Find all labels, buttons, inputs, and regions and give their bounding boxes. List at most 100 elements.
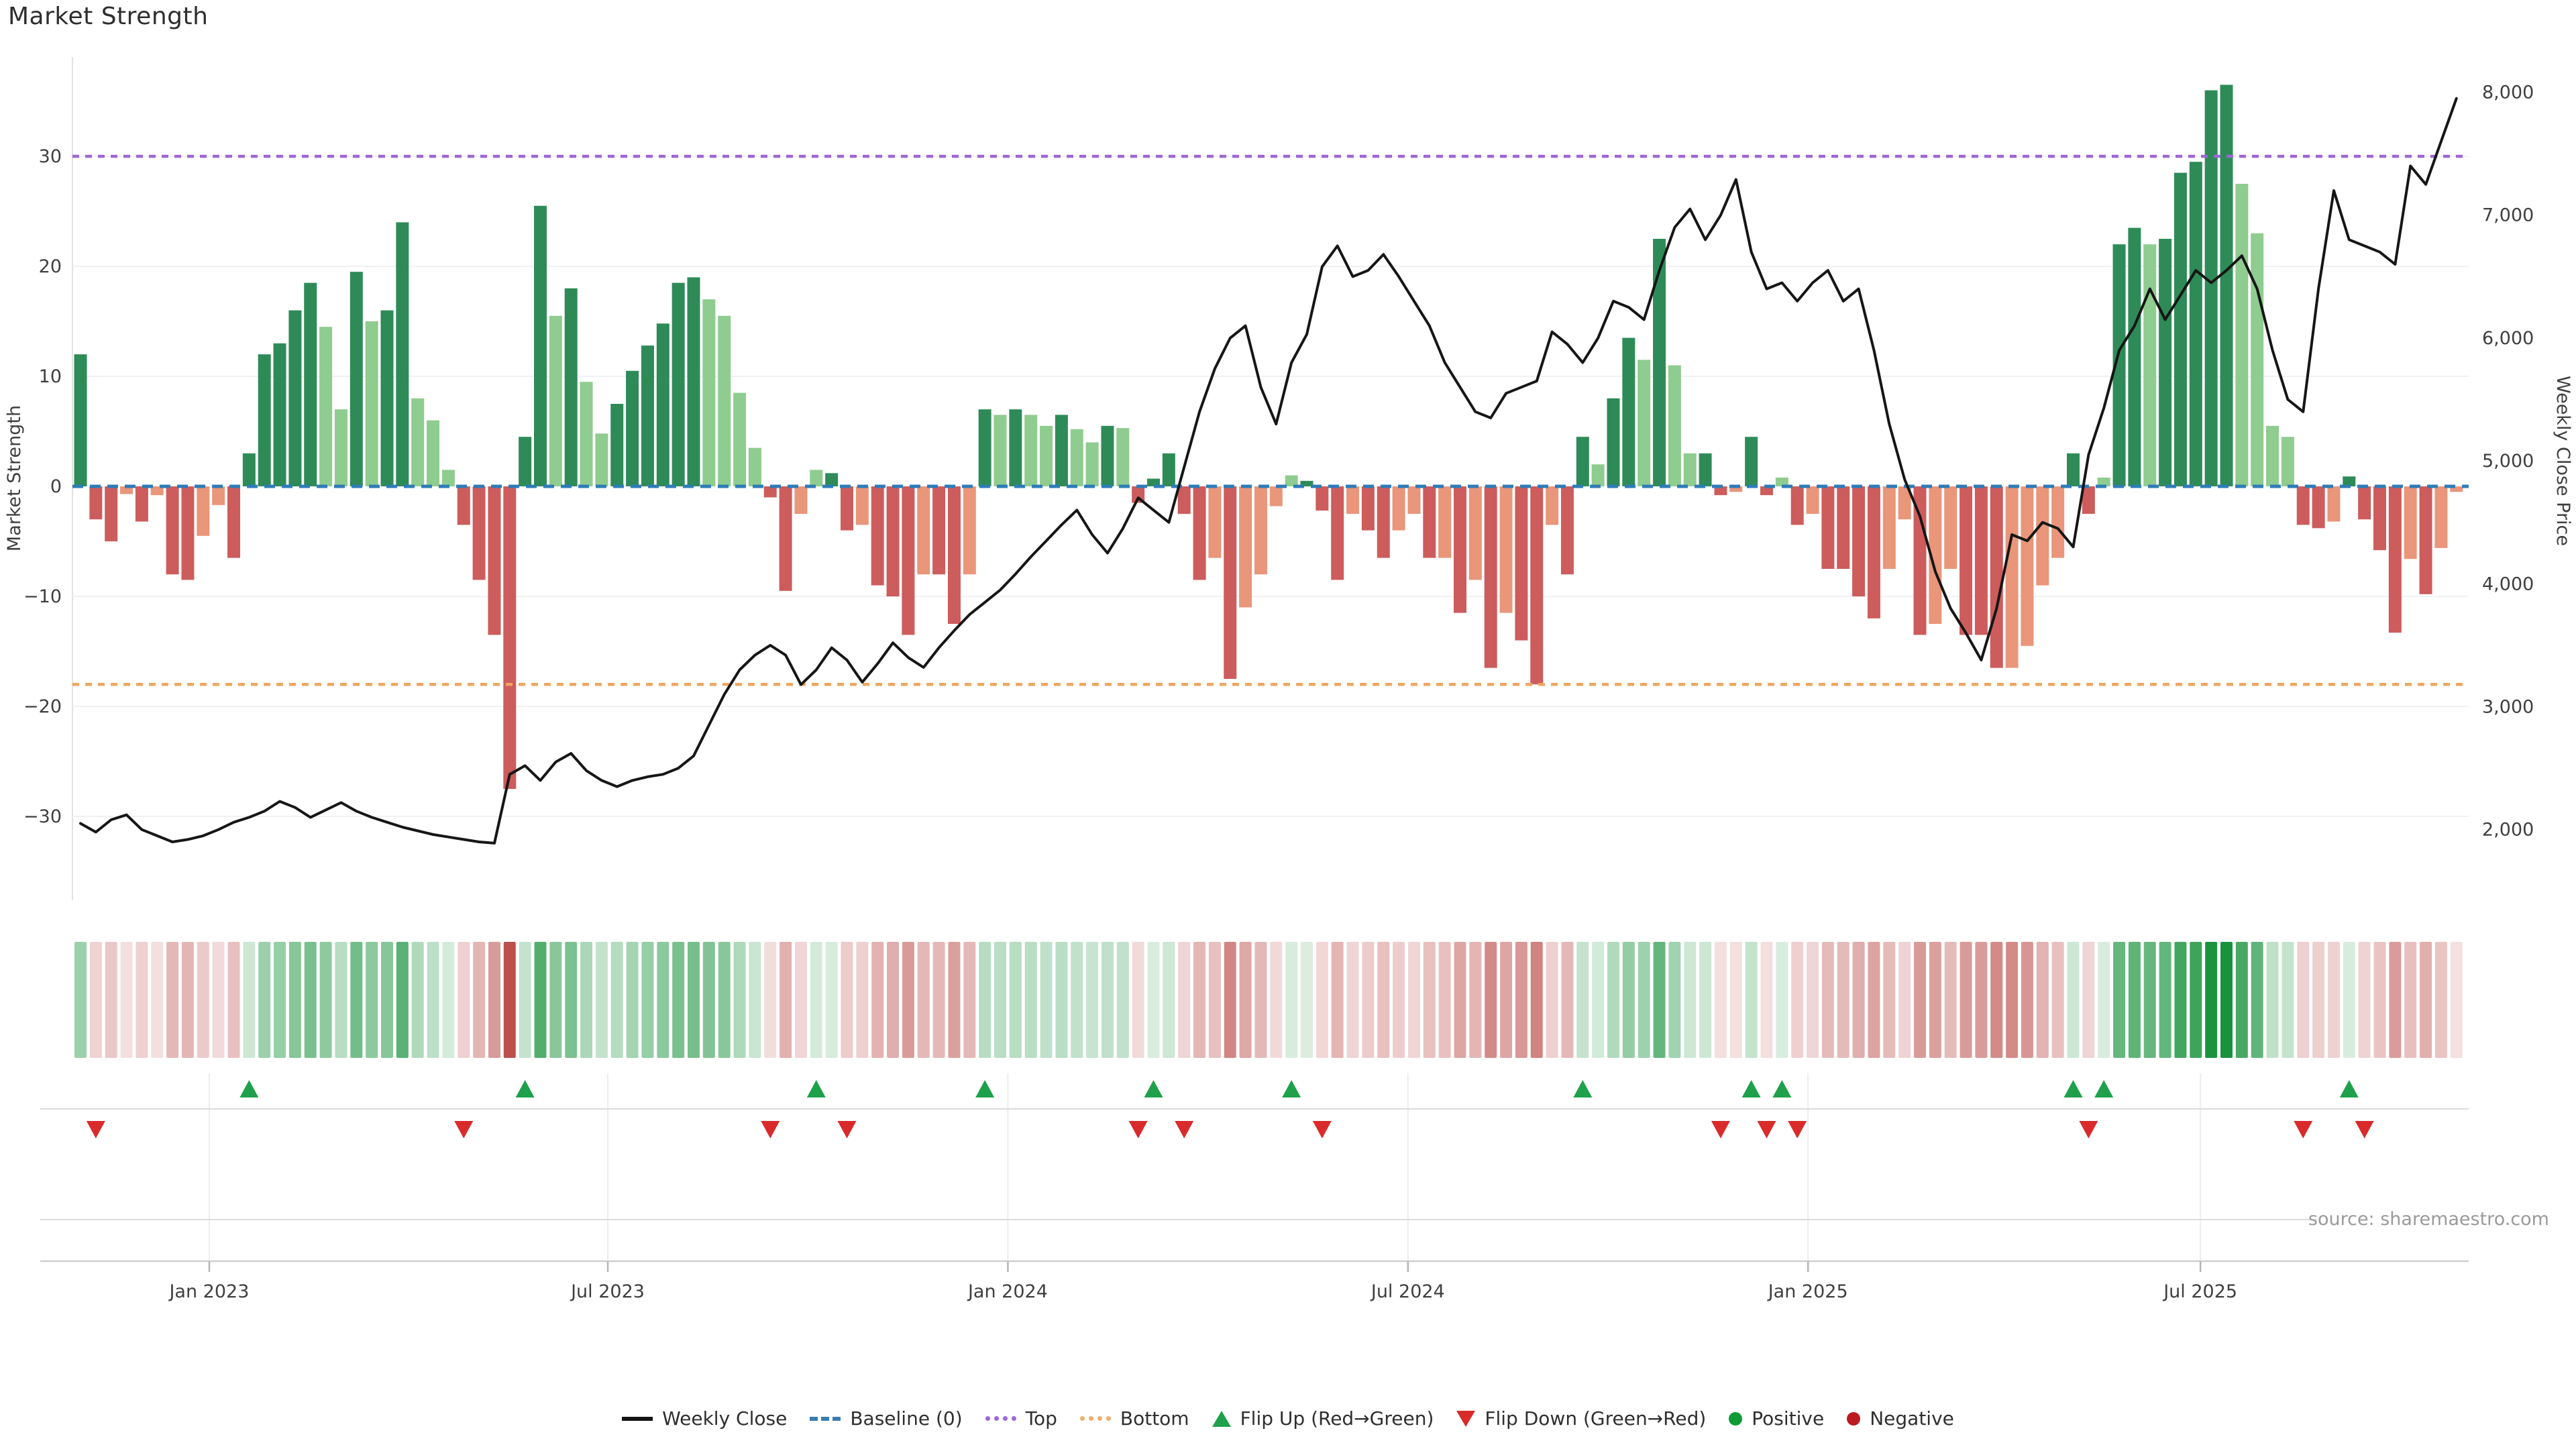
strength-bar [1331,486,1344,580]
legend-item-bottom[interactable]: Bottom [1079,1407,1189,1430]
strength-bar [2067,453,2080,486]
strength-bar [1499,486,1513,613]
heatmap-cell [718,942,731,1058]
strength-bar [457,486,470,525]
legend-label: Baseline (0) [850,1407,963,1430]
strength-bar [2343,476,2356,486]
strength-bar [1653,239,1666,486]
strength-bar [1085,442,1099,486]
strength-bar [1177,486,1191,514]
heatmap-cell [1147,942,1160,1058]
legend-item-positive[interactable]: Positive [1729,1407,1824,1430]
strength-bar [273,343,286,486]
strength-bar [902,486,915,635]
heatmap-cell [2235,942,2248,1058]
strength-bar [1974,486,1988,635]
heatmap-cell [2358,942,2371,1058]
flip-up-icon [1144,1080,1163,1097]
flip-down-icon [837,1121,857,1138]
heatmap-cell [1960,942,1972,1058]
heatmap-cell [166,942,179,1058]
legend-item-baseline-0[interactable]: Baseline (0) [810,1407,963,1430]
heatmap-cell [2190,942,2202,1058]
strength-bar [779,486,792,591]
legend-label: Weekly Close [662,1407,788,1430]
strength-bar [2312,486,2325,529]
right-axis-tick-label: 5,000 [2482,451,2534,472]
heatmap-cell [2159,942,2171,1058]
heatmap-cell [1423,942,1436,1058]
strength-bar [150,486,164,496]
strength-bar [2021,486,2034,646]
heatmap-cell [948,942,961,1058]
heatmap-cell [120,942,133,1058]
heatmap-cell [979,942,991,1058]
heatmap-cell [1407,942,1420,1058]
legend-item-top[interactable]: Top [985,1407,1057,1430]
flip-down-icon [1312,1121,1332,1138]
flip-up-icon [1573,1080,1593,1097]
strength-bar [2097,477,2110,486]
strength-bar [503,486,517,789]
strength-bar [994,415,1007,486]
flip-down-icon [2355,1121,2374,1138]
strength-bar [1683,453,1697,486]
strength-bar [825,473,839,486]
heatmap-cell [1990,942,2003,1058]
heatmap-cell [227,942,240,1058]
legend-item-flip-down-green-red[interactable]: Flip Down (Green→Red) [1456,1407,1706,1430]
strength-bar [2281,437,2294,486]
legend-swatch-dot-purple [985,1416,1016,1421]
heatmap-cell [136,942,148,1058]
strength-bar [2036,486,2049,586]
strength-bar [641,345,654,486]
strength-bar [488,486,501,635]
strength-bar [396,222,409,486]
strength-bar [334,409,347,486]
heatmap-cell [2434,942,2447,1058]
heatmap-cell [780,942,792,1058]
strength-bar [411,398,425,486]
strength-bar [1944,486,1957,569]
heatmap-cell [1898,942,1911,1058]
heatmap-cell [1745,942,1758,1058]
strength-bar [2358,486,2371,520]
heatmap-cell [2389,942,2402,1058]
heatmap-cell [1301,942,1313,1058]
heatmap-cell [1071,942,1083,1058]
x-axis-tick-label: Jan 2024 [967,1281,1048,1302]
strength-bar [319,327,333,486]
heatmap-cell [2205,942,2218,1058]
heatmap-cell [565,942,578,1058]
strength-bar [1898,486,1911,520]
strength-bar [1775,477,1788,486]
flip-down-icon [2079,1121,2098,1138]
strength-bar [1530,486,1544,685]
strength-bar [672,282,685,486]
heatmap-cell [304,942,317,1058]
strength-bar [947,486,961,624]
strength-bar [1576,437,1589,486]
legend-item-weekly-close[interactable]: Weekly Close [622,1407,787,1430]
heatmap-cell [1024,942,1037,1058]
heatmap-cell [702,942,715,1058]
strength-bar [1208,486,1222,558]
heatmap-cell [2082,942,2095,1058]
flip-up-markers [239,1080,2359,1097]
strength-bar [472,486,486,580]
heatmap-cell [1116,942,1129,1058]
axis-labels: 30 20 10 0 −10 −20 −30 8,000 7,000 6,000 5,000 4,00… [23,83,2534,1303]
strength-bar [2112,244,2126,486]
heatmap-cell [1699,942,1712,1058]
heatmap-cell [1821,942,1834,1058]
heatmap-cell [1224,942,1236,1058]
right-axis-tick-label: 3,000 [2482,697,2534,718]
strength-bar [626,370,639,486]
legend-item-flip-up-red-green[interactable]: Flip Up (Red→Green) [1212,1407,1434,1430]
heatmap-cell [1086,942,1099,1058]
heatmap-cell [1929,942,1941,1058]
strength-bar [1560,486,1574,575]
legend-item-negative[interactable]: Negative [1847,1407,1954,1430]
strength-bar [580,382,593,486]
strength-bar [2005,486,2019,668]
